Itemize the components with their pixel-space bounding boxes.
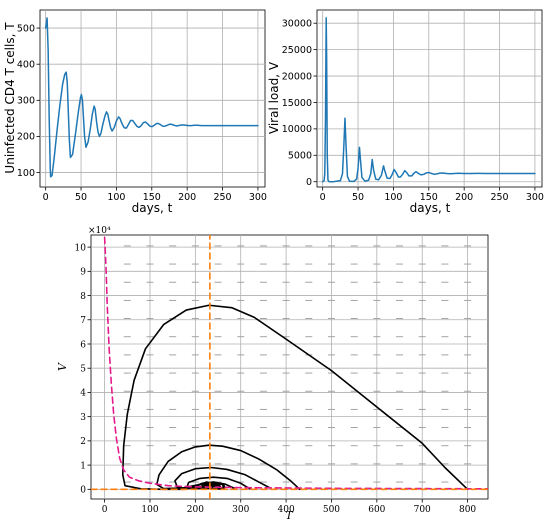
y-tick-label: 300 [17,96,35,107]
x-tick-label: 200 [178,192,196,203]
x-tick-label: 250 [213,192,231,203]
y-tick-label: 5000 [288,151,312,162]
data-lines [44,17,259,178]
x-tick-label: 0 [102,505,108,515]
y-tick-label: 10 [75,243,87,253]
y-tick-label: 200 [17,132,35,143]
x-tick-label: 100 [384,192,402,203]
x-tick-label: 150 [420,192,438,203]
x-axis-label: days, t [132,201,173,215]
x-tick-label: 500 [323,505,340,515]
y-tick-label: 9 [80,268,86,278]
x-tick-label: 0 [320,192,326,203]
x-tick-label: 700 [414,505,431,515]
y-tick-label: 4 [80,389,86,399]
vector-field [123,245,472,483]
gridlines [317,10,542,187]
x-tick-label: 250 [490,192,508,203]
y-tick-label: 500 [17,23,35,34]
T-nullcline-line [103,236,488,490]
trajectory_3-line [174,466,272,491]
x-tick-label: 0 [43,192,49,203]
x-tick-label: 300 [249,192,267,203]
x-tick-label: 50 [352,192,364,203]
x-tick-label: 200 [455,192,473,203]
y-tick-label: 8 [80,292,86,302]
series-line [321,17,536,183]
y-tick-label: 5 [80,365,86,375]
x-tick-label: 100 [141,505,158,515]
y-tick-label: 3 [80,413,86,423]
y-tick-label: 7 [80,316,86,326]
subplot-phase-portrait: 0 100 200 300 400 500 600 700 800 0 1 2 3 4 5 6 7 8 9 10 ×… [56,226,489,522]
plot-frame [90,234,489,500]
x-tick-labels: 0 100 200 300 400 500 600 700 800 [102,499,476,515]
x-tick-label: 600 [368,505,385,515]
plot-frame [316,9,543,188]
y-tick-label: 20000 [282,71,312,82]
x-tick-labels: 0 50 100 150 200 250 300 [43,187,267,203]
plot-frame [39,9,266,188]
y-tick-label: 0 [80,486,86,496]
x-axis-label: days, t [410,201,451,215]
x-tick-label: 150 [143,192,161,203]
y-tick-label: 30000 [282,19,312,30]
x-tick-label: 400 [278,505,295,515]
y-tick-label: 25000 [282,45,312,56]
subplot-t-cells: 0 50 100 150 200 250 300 100 200 300 400 500 days,… [3,9,267,215]
x-tick-label: 300 [232,505,249,515]
y-tick-labels: 0 1 2 3 4 5 6 7 8 9 10 [75,243,91,496]
y-tick-label: 1 [80,461,86,471]
y-tick-label: 15000 [282,98,312,109]
x-tick-label: 800 [459,505,476,515]
x-axis-label: T [285,509,294,522]
y-tick-label: 400 [17,59,35,70]
y-tick-labels: 0 5000 10000 15000 20000 25000 30000 [282,19,317,188]
x-tick-label: 300 [526,192,544,203]
x-tick-labels: 0 50 100 150 200 250 300 [320,187,544,203]
x-tick-label: 200 [187,505,204,515]
y-tick-label: 10000 [282,124,312,135]
gridlines [91,235,488,499]
y-axis-label: Uninfected CD4 T cells, T [3,22,17,174]
gridlines [40,10,265,187]
y-axis-label: Viral load, V [267,61,281,134]
y-tick-label: 6 [80,340,86,350]
y-tick-label: 2 [80,437,86,447]
y-scale-label: ×10⁴ [88,226,111,236]
subplot-viral-load: 0 50 100 150 200 250 300 0 5000 10000 15000 20000 2… [267,9,544,215]
data-lines [91,235,488,499]
y-axis-label: V [56,362,69,371]
x-tick-label: 100 [107,192,125,203]
x-tick-label: 50 [75,192,87,203]
trajectory_5-line [194,481,235,490]
data-lines [321,17,536,183]
y-tick-label: 100 [17,168,35,179]
y-tick-label: 0 [306,177,312,188]
series-line [44,17,259,178]
y-tick-labels: 100 200 300 400 500 [17,23,40,179]
